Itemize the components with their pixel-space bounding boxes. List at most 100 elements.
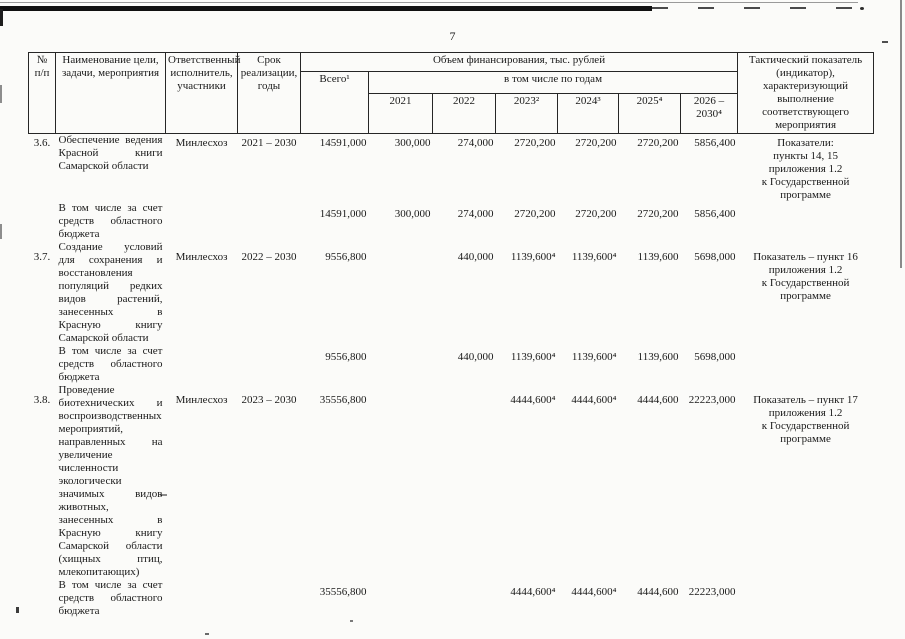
scan-artifact-speck — [350, 620, 353, 622]
header-year-2023: 2023² — [495, 93, 558, 134]
value-total: 9556,800 — [325, 351, 367, 363]
header-year-2024: 2024³ — [557, 93, 619, 134]
value-2026-2030: 5698,000 — [694, 351, 736, 363]
table-subrow-3-8: В том числе за счет средств областного б… — [29, 579, 874, 618]
header-col-indicator: Тактический показатель (индикатор), хара… — [737, 52, 875, 134]
value-2025: 1139,600 — [637, 351, 679, 363]
row-name: Обеспечение ведения Красной книги Самарс… — [58, 134, 163, 172]
header-year-2021: 2021 — [368, 93, 433, 134]
value-2024: 4444,600⁴ — [571, 586, 617, 598]
header-col-period: Срок реализации, годы — [237, 52, 301, 134]
table-subrow-3-6: В том числе за счет средств областного б… — [29, 202, 874, 241]
value-2024: 1139,600⁴ — [571, 351, 617, 363]
value-2026-2030: 22223,000 — [688, 586, 736, 598]
table-row-3-6: 3.6. Обеспечение ведения Красной книги С… — [29, 134, 874, 203]
header-col-name: Наименование цели, задачи, мероприятия — [55, 52, 166, 134]
row-executor: Минлесхоз — [175, 394, 228, 406]
empty-cell — [29, 579, 56, 618]
empty-cell — [738, 579, 874, 618]
value-2022 — [433, 384, 496, 579]
value-2022: 440,000 — [457, 251, 494, 263]
empty-cell — [238, 202, 301, 241]
empty-cell — [738, 345, 874, 384]
empty-cell — [166, 202, 238, 241]
scan-artifact-top-gray-line — [0, 2, 858, 3]
header-year-2022: 2022 — [432, 93, 496, 134]
value-2026-2030: 5856,400 — [694, 208, 736, 220]
empty-cell — [166, 579, 238, 618]
subrow-label: В том числе за счет средств областного б… — [58, 202, 163, 240]
value-2024: 4444,600⁴ — [571, 394, 617, 406]
value-2026-2030: 5856,400 — [694, 137, 736, 149]
row-name: Создание условий для сохранения и восста… — [58, 241, 163, 344]
page-number: 7 — [449, 29, 456, 43]
scan-artifact-top-black-bar — [0, 6, 652, 11]
header-col-executor: Ответственный исполнитель, участники — [165, 52, 240, 134]
row-name: Проведение биотехнических и воспроизводс… — [58, 384, 163, 578]
value-2023: 4444,600⁴ — [510, 394, 556, 406]
subrow-label: В том числе за счет средств областного б… — [58, 345, 163, 383]
value-2022 — [433, 579, 496, 618]
value-2025: 2720,200 — [637, 208, 679, 220]
scan-artifact-speck — [205, 633, 209, 635]
value-2025: 4444,600 — [637, 586, 679, 598]
table-row-3-7: 3.7. Создание условий для сохранения и в… — [29, 241, 874, 345]
header-col-total: Всего¹ — [300, 71, 369, 134]
empty-cell — [166, 345, 238, 384]
value-2021: 300,000 — [394, 137, 431, 149]
row-period: 2022 – 2030 — [241, 251, 297, 263]
scan-artifact-speck — [16, 607, 19, 613]
header-col-num: № п/п — [28, 52, 56, 134]
header-year-2025: 2025⁴ — [618, 93, 681, 134]
row-number: 3.7. — [33, 251, 51, 263]
empty-cell — [29, 202, 56, 241]
row-indicator: Показатель – пункт 16 приложения 1.2 к Г… — [753, 251, 858, 302]
scan-artifact-left-corner-mark — [0, 9, 3, 26]
row-executor: Минлесхоз — [175, 137, 228, 149]
value-2023: 1139,600⁴ — [510, 251, 556, 263]
scan-artifact-left-dash — [0, 224, 2, 239]
table-row-3-8: 3.8. Проведение биотехнических и воспрои… — [29, 384, 874, 579]
value-2023: 2720,200 — [514, 208, 556, 220]
table-subrow-3-7: В том числе за счет средств областного б… — [29, 345, 874, 384]
value-2021 — [369, 241, 433, 345]
financing-table: № п/п Наименование цели, задачи, меропри… — [28, 52, 875, 618]
scan-artifact-speck — [160, 494, 167, 496]
empty-cell — [238, 579, 301, 618]
value-2022: 274,000 — [457, 208, 494, 220]
value-total: 9556,800 — [325, 251, 367, 263]
subrow-label: В том числе за счет средств областного б… — [58, 579, 163, 617]
value-total: 14591,000 — [319, 137, 367, 149]
value-2024: 2720,200 — [575, 137, 617, 149]
value-2025: 2720,200 — [637, 137, 679, 149]
value-2022: 274,000 — [457, 137, 494, 149]
value-2024: 2720,200 — [575, 208, 617, 220]
value-2025: 4444,600 — [637, 394, 679, 406]
value-2024: 1139,600⁴ — [571, 251, 617, 263]
value-2022: 440,000 — [457, 351, 494, 363]
scan-artifact-left-dash — [0, 85, 2, 103]
row-indicator: Показатель – пункт 17 приложения 1.2 к Г… — [753, 394, 858, 445]
empty-cell — [29, 345, 56, 384]
value-2021 — [369, 345, 433, 384]
row-period: 2021 – 2030 — [241, 137, 297, 149]
value-2025: 1139,600 — [637, 251, 679, 263]
header-col-financing: Объем финансирования, тыс. рублей — [299, 52, 739, 72]
header-year-2026-2030: 2026 – 2030⁴ — [679, 93, 739, 134]
empty-cell — [238, 345, 301, 384]
scan-artifact-dot — [860, 7, 864, 10]
row-period: 2023 – 2030 — [241, 394, 297, 406]
value-total: 35556,800 — [319, 394, 367, 406]
value-2021 — [369, 384, 433, 579]
scan-artifact-dash — [882, 41, 888, 43]
value-2026-2030: 5698,000 — [694, 251, 736, 263]
value-2023: 1139,600⁴ — [510, 351, 556, 363]
value-2021: 300,000 — [394, 208, 431, 220]
row-number: 3.8. — [33, 394, 51, 406]
value-total: 14591,000 — [319, 208, 367, 220]
row-number: 3.6. — [33, 137, 51, 149]
row-indicator: Показатели: пункты 14, 15 приложения 1.2… — [761, 137, 850, 201]
empty-cell — [738, 202, 874, 241]
value-2026-2030: 22223,000 — [688, 394, 736, 406]
